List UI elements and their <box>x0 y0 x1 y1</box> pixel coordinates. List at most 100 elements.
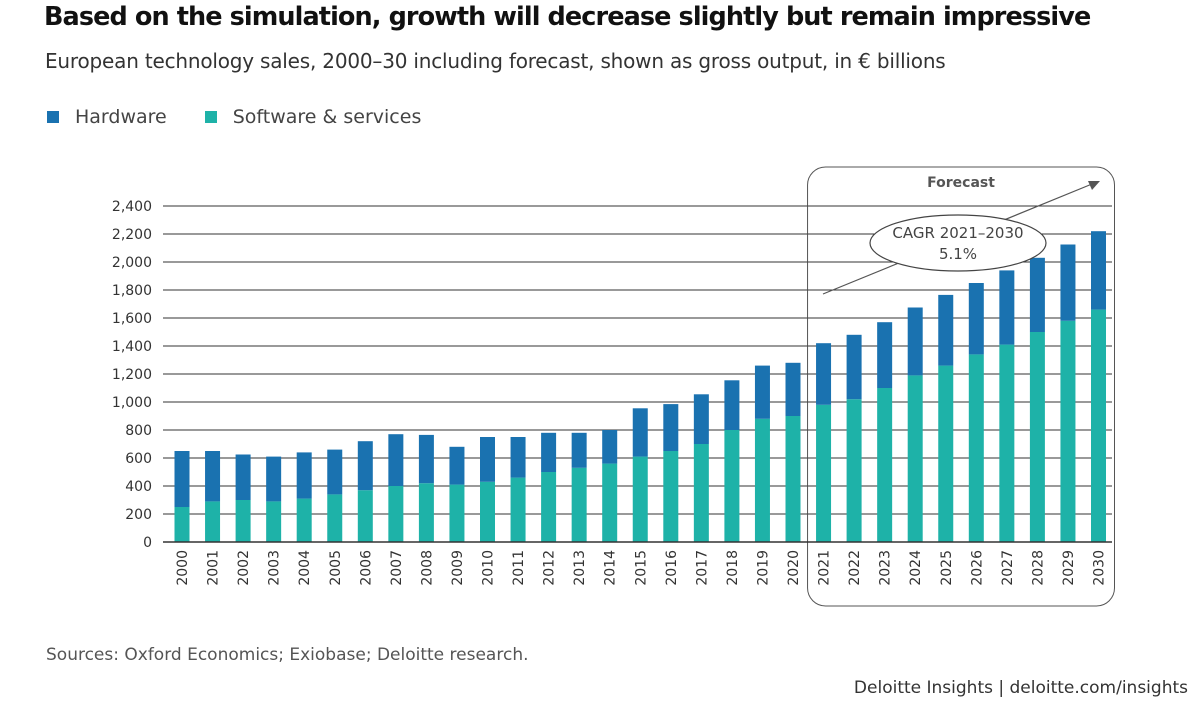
bar-hardware-2023 <box>877 322 893 388</box>
bar-software-2015 <box>632 456 648 542</box>
x-tick-label: 2020 <box>786 550 802 586</box>
axis-layer: 0 200 400 600 800 1,000 1,200 1,400 1,600 1,800 2,… <box>112 199 1112 586</box>
x-tick-label: 2003 <box>267 550 283 586</box>
bar-software-2019 <box>754 418 770 542</box>
x-tick-label: 2029 <box>1061 550 1077 586</box>
bar-hardware-2021 <box>816 343 832 405</box>
bar-hardware-2029 <box>1060 244 1076 321</box>
bar-software-2020 <box>785 416 801 542</box>
legend-item-hardware: Hardware <box>47 106 167 128</box>
bar-hardware-2025 <box>938 294 954 366</box>
bar-software-2030 <box>1091 309 1106 542</box>
x-tick-label: 2007 <box>389 550 405 586</box>
y-tick-label: 800 <box>125 423 152 439</box>
bar-hardware-2015 <box>632 408 648 457</box>
bar-hardware-2004 <box>296 452 312 499</box>
y-tick-label: 1,000 <box>112 395 152 411</box>
x-tick-label: 2019 <box>755 550 771 586</box>
bar-hardware-2007 <box>388 434 404 486</box>
bar-hardware-2005 <box>327 449 343 495</box>
bar-hardware-2019 <box>754 365 770 419</box>
annotation-layer: CAGR 2021–2030 5.1% <box>822 181 1100 295</box>
legend: Hardware Software & services <box>47 106 459 128</box>
x-tick-label: 2016 <box>664 550 680 586</box>
x-tick-label: 2002 <box>236 550 252 586</box>
y-tick-label: 2,000 <box>112 255 152 271</box>
x-tick-label: 2013 <box>572 550 588 586</box>
legend-swatch-hardware <box>47 111 59 123</box>
y-tick-label: 2,200 <box>112 227 152 243</box>
bar-software-2016 <box>663 451 679 542</box>
bar-hardware-2009 <box>449 446 465 485</box>
x-tick-label: 2017 <box>694 550 710 586</box>
bar-hardware-2022 <box>846 334 862 400</box>
x-tick-label: 2022 <box>847 550 863 586</box>
y-tick-label: 400 <box>125 479 152 495</box>
x-tick-label: 2023 <box>878 550 894 586</box>
cagr-ellipse <box>869 214 1047 272</box>
x-tick-label: 2026 <box>969 550 985 586</box>
bar-hardware-2003 <box>266 456 282 502</box>
bar-software-2021 <box>816 404 832 542</box>
bar-software-2014 <box>602 463 618 542</box>
x-tick-label: 2024 <box>908 550 924 586</box>
x-tick-label: 2025 <box>939 550 955 586</box>
legend-label-hardware: Hardware <box>75 106 167 128</box>
chart-subtitle: European technology sales, 2000–30 inclu… <box>45 49 946 73</box>
bar-hardware-2026 <box>968 283 984 355</box>
bars-layer <box>174 231 1106 542</box>
cagr-arrow-head <box>1088 181 1100 190</box>
forecast-label: Forecast <box>927 175 995 191</box>
source-note: Sources: Oxford Economics; Exiobase; Del… <box>46 645 529 665</box>
x-tick-label: 2030 <box>1092 550 1108 586</box>
bar-hardware-2014 <box>602 430 618 464</box>
bar-software-2028 <box>1029 332 1045 542</box>
bar-hardware-2008 <box>418 434 434 484</box>
bar-hardware-2010 <box>480 437 495 482</box>
cagr-value: 5.1% <box>939 245 977 263</box>
bar-software-2004 <box>296 498 312 542</box>
bar-software-2027 <box>999 344 1015 542</box>
bar-hardware-2028 <box>1029 257 1045 332</box>
bar-software-2008 <box>418 483 434 542</box>
bar-hardware-2017 <box>693 394 709 444</box>
chart-title: Based on the simulation, growth will dec… <box>44 2 1091 32</box>
y-tick-label: 1,600 <box>112 311 152 327</box>
x-tick-label: 2018 <box>725 550 741 586</box>
brand-footer: Deloitte Insights | deloitte.com/insight… <box>853 678 1188 698</box>
y-tick-label: 1,200 <box>112 367 152 383</box>
bar-software-2013 <box>571 467 587 542</box>
legend-swatch-software <box>204 111 217 123</box>
bar-software-2009 <box>449 484 465 542</box>
x-tick-label: 2009 <box>450 550 466 586</box>
bar-hardware-2024 <box>907 307 923 376</box>
bar-hardware-2018 <box>724 380 740 430</box>
x-tick-label: 2027 <box>1000 550 1016 586</box>
legend-label-software: Software & services <box>232 106 422 128</box>
bar-hardware-2030 <box>1091 231 1106 310</box>
y-tick-label: 2,400 <box>112 199 152 215</box>
y-tick-label: 600 <box>125 451 152 467</box>
bar-software-2011 <box>510 477 526 542</box>
x-tick-label: 2008 <box>419 550 435 586</box>
x-tick-label: 2014 <box>603 550 619 586</box>
bar-software-2025 <box>938 365 954 542</box>
y-tick-label: 1,800 <box>112 283 152 299</box>
bar-software-2012 <box>541 472 557 542</box>
x-tick-label: 2015 <box>633 550 649 586</box>
x-tick-label: 2004 <box>297 550 313 586</box>
bar-hardware-2001 <box>205 451 221 502</box>
bar-software-2029 <box>1060 320 1076 542</box>
bar-hardware-2006 <box>357 441 373 491</box>
x-tick-label: 2001 <box>206 550 222 586</box>
x-tick-label: 2012 <box>542 550 558 586</box>
bar-software-2026 <box>968 354 984 542</box>
bar-hardware-2000 <box>174 451 190 507</box>
stacked-bar-chart: Forecast 0 200 400 600 800 1,000 1,200 1,400 1,6… <box>112 166 1115 607</box>
bar-software-2018 <box>724 430 740 542</box>
bar-software-2010 <box>480 481 495 542</box>
x-tick-label: 2021 <box>817 550 833 586</box>
x-tick-label: 2011 <box>511 550 527 586</box>
x-tick-label: 2010 <box>481 550 497 586</box>
bar-software-2023 <box>877 388 893 542</box>
